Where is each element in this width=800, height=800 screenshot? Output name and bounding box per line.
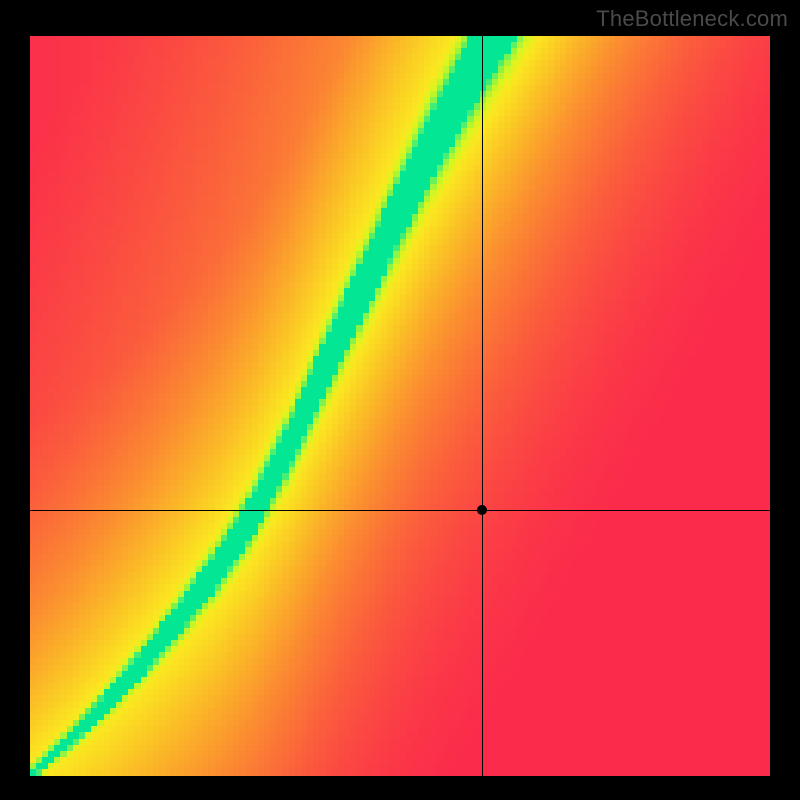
watermark-label: TheBottleneck.com — [596, 6, 788, 32]
heatmap-plot — [30, 36, 770, 776]
heatmap-canvas — [30, 36, 770, 776]
chart-container: TheBottleneck.com — [0, 0, 800, 800]
